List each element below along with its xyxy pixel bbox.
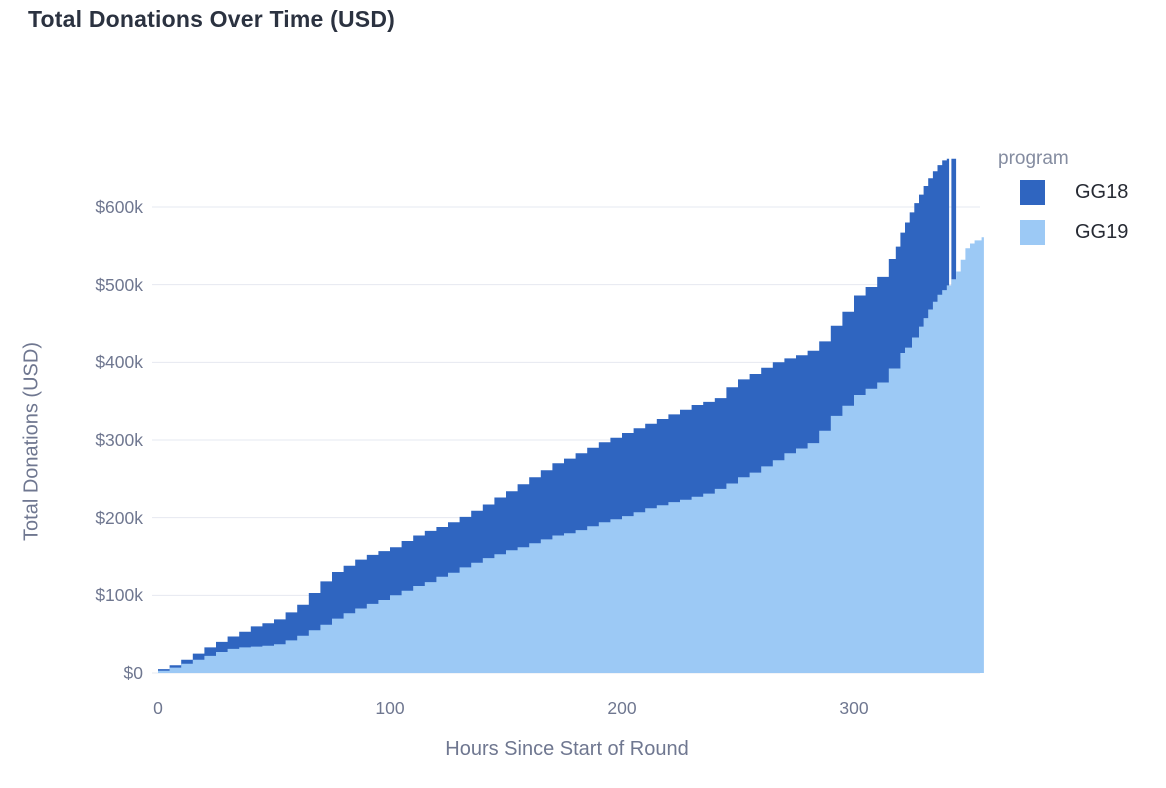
y-tick-label: $500k [95, 274, 143, 295]
x-axis-title: Hours Since Start of Round [445, 738, 689, 760]
x-tick-label: 0 [153, 698, 163, 718]
area-series [158, 158, 984, 674]
y-tick-label: $100k [95, 585, 143, 606]
legend-swatch-icon [1020, 220, 1045, 245]
y-tick-label: $300k [95, 429, 143, 450]
legend-swatch-icon [1020, 180, 1045, 205]
legend-title: program [998, 148, 1069, 169]
legend-entry: GG18 [998, 180, 1163, 205]
legend-label: GG18 [1075, 181, 1129, 203]
chart-title: Total Donations Over Time (USD) [28, 6, 396, 32]
y-tick-label: $600k [95, 196, 143, 217]
legend-label: GG19 [1075, 221, 1129, 243]
x-tick-label: 300 [839, 698, 869, 718]
area-gg19 [158, 237, 984, 674]
legend: program GG18 GG19 [998, 148, 1163, 260]
y-axis-title: Total Donations (USD) [20, 342, 43, 541]
legend-entry: GG19 [998, 220, 1163, 245]
y-tick-label: $200k [95, 507, 143, 528]
y-tick-label: $400k [95, 352, 143, 373]
y-tick-label: $0 [123, 663, 143, 683]
x-tick-label: 200 [607, 698, 637, 718]
x-tick-label: 100 [375, 698, 405, 718]
